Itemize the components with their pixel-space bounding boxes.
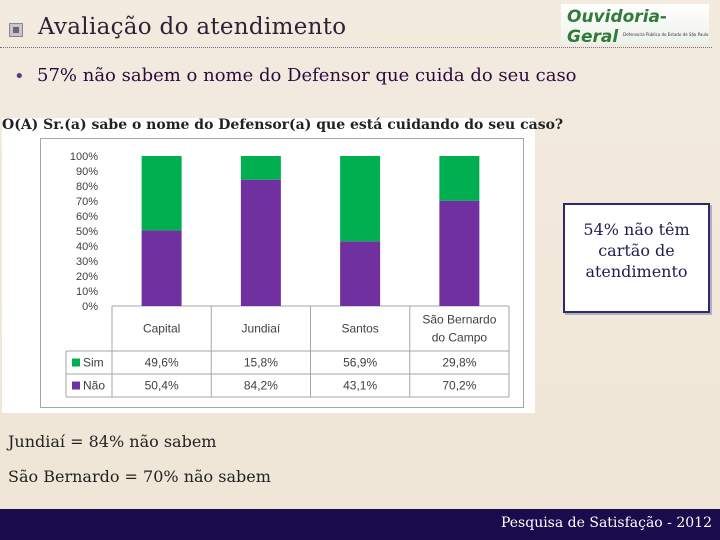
y-tick-label: 30% (76, 256, 98, 268)
data-label: 15,8% (244, 356, 278, 370)
data-label: 50,4% (145, 379, 179, 393)
bar-sim (240, 156, 281, 180)
data-label: 43,1% (343, 379, 377, 393)
bar-nao (439, 200, 480, 306)
data-label: 49,6% (145, 356, 179, 370)
data-label: 70,2% (442, 379, 476, 393)
legend-label: Sim (83, 356, 104, 370)
bar-sim (141, 156, 182, 231)
y-tick-label: 40% (76, 241, 98, 253)
category-label: Jundiaí (242, 322, 281, 336)
ouvidoria-logo: Ouvidoria-Geral Defensoria Pública do Es… (561, 4, 709, 47)
y-tick-label: 80% (76, 181, 98, 193)
title-divider (0, 47, 712, 48)
legend-label: Não (83, 379, 105, 393)
y-tick-label: 60% (76, 211, 98, 223)
note-sao-bernardo: São Bernardo = 70% não sabem (8, 467, 271, 486)
legend-key (72, 381, 80, 390)
category-label: Santos (341, 322, 378, 336)
bar-nao (240, 179, 281, 306)
data-label: 56,9% (343, 356, 377, 370)
legend-key (72, 358, 80, 367)
y-tick-label: 20% (76, 271, 98, 283)
bar-sim (439, 156, 480, 201)
category-label: do Campo (432, 331, 488, 345)
category-label: São Bernardo (422, 313, 496, 327)
logo-subtitle: Defensoria Pública do Estado de São Paul… (623, 32, 709, 37)
category-label: Capital (143, 322, 180, 336)
callout-box: 54% não têm cartão de atendimento (563, 203, 710, 313)
bar-nao (340, 241, 381, 306)
square-bullet-icon (9, 23, 23, 37)
footer-bar: Pesquisa de Satisfação - 2012 (0, 509, 720, 540)
data-label: 84,2% (244, 379, 278, 393)
logo-text: Ouvidoria-Geral (567, 7, 668, 47)
y-tick-label: 100% (70, 151, 98, 163)
slide-title: Avaliação do atendimento (38, 14, 347, 40)
y-tick-label: 70% (76, 196, 98, 208)
bullet-icon: • (14, 66, 25, 87)
data-label: 29,8% (442, 356, 476, 370)
footer-text: Pesquisa de Satisfação - 2012 (500, 515, 712, 531)
bullet-text: 57% não sabem o nome do Defensor que cui… (37, 65, 577, 86)
note-jundiai: Jundiaí = 84% não sabem (8, 432, 217, 451)
y-tick-label: 10% (76, 286, 98, 298)
y-tick-label: 50% (76, 226, 98, 238)
chart-title: O(A) Sr.(a) sabe o nome do Defensor(a) q… (2, 117, 564, 133)
bar-nao (141, 230, 182, 306)
chart-frame (40, 138, 524, 408)
bar-sim (340, 156, 381, 242)
y-tick-label: 90% (76, 166, 98, 178)
callout-text: 54% não têm cartão de atendimento (583, 220, 690, 281)
y-tick-label: 0% (82, 301, 98, 313)
